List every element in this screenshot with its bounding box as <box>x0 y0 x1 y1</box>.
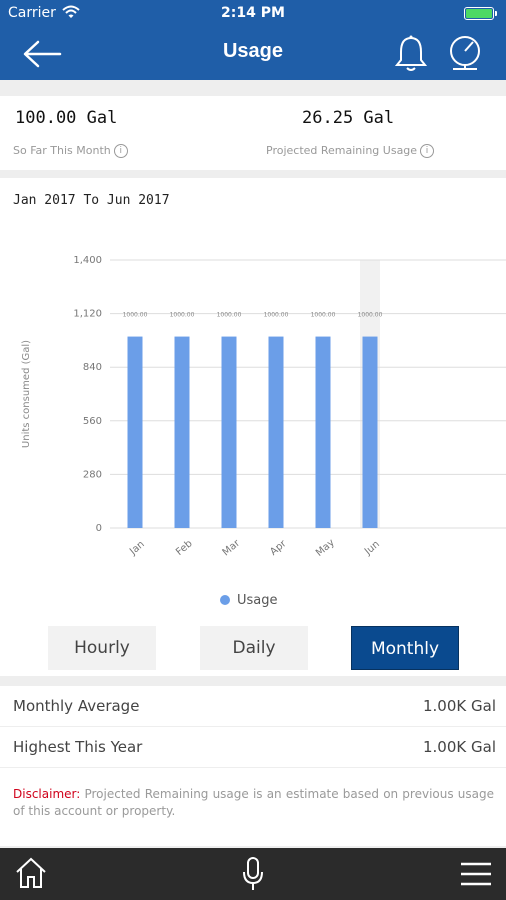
bar-apr <box>268 336 284 528</box>
x-tick-label: Feb <box>174 538 195 558</box>
disclaimer-text: Projected Remaining usage is an estimate… <box>13 787 494 818</box>
y-axis-label: Units consumed (Gal) <box>21 340 32 448</box>
y-tick-label: 1,400 <box>73 255 102 266</box>
projected-label: Projected Remaining Usage <box>266 144 418 157</box>
status-bar: Carrier 2:14 PM <box>0 0 506 28</box>
x-tick-label: Apr <box>268 538 289 558</box>
monthly-average-label: Monthly Average <box>13 697 140 715</box>
bar-feb <box>174 336 190 528</box>
usage-summary: 100.00 Gal So Far This Month i 26.25 Gal … <box>0 96 506 170</box>
menu-icon[interactable] <box>460 860 492 888</box>
info-icon[interactable]: i <box>113 144 128 158</box>
wifi-icon <box>62 5 80 18</box>
projected-label-row: Projected Remaining Usage i <box>266 144 435 158</box>
x-tick-label: Jun <box>362 539 382 558</box>
home-icon[interactable] <box>14 856 48 890</box>
monthly-tab[interactable]: Monthly <box>351 626 459 670</box>
battery-icon <box>464 7 497 20</box>
x-tick-label: Mar <box>221 537 243 558</box>
so-far-value: 100.00 Gal <box>15 108 118 128</box>
disclaimer-label: Disclaimer: <box>13 787 81 801</box>
data-label: 1000.00 <box>170 312 195 319</box>
y-tick-label: 840 <box>83 362 102 373</box>
bar-jun <box>362 336 378 528</box>
bell-icon[interactable] <box>393 34 429 74</box>
usage-chart-card: Jan 2017 To Jun 2017 0 280 560 840 1,120 1,40… <box>0 178 506 676</box>
x-tick-label: May <box>314 537 337 559</box>
carrier-label: Carrier <box>8 5 56 21</box>
legend-swatch <box>220 595 230 605</box>
bar-may <box>315 336 331 528</box>
bar-jan <box>127 336 143 528</box>
usage-bar-chart: 0 280 560 840 1,120 1,400 Units consumed (Gal)… <box>21 255 506 608</box>
legend-label: Usage <box>237 593 278 608</box>
page-title: Usage <box>222 40 284 62</box>
so-far-label: So Far This Month <box>13 144 111 157</box>
data-label: 1000.00 <box>311 312 336 319</box>
meter-icon[interactable] <box>445 34 485 74</box>
highest-this-year-label: Highest This Year <box>13 738 143 756</box>
data-label: 1000.00 <box>358 312 383 319</box>
x-tick-label: Jan <box>127 539 147 558</box>
highest-this-year-value: 1.00K Gal <box>423 738 496 756</box>
info-icon[interactable]: i <box>420 144 435 158</box>
monthly-average-row: Monthly Average 1.00K Gal <box>0 686 506 726</box>
so-far-label-row: So Far This Month i <box>13 144 128 158</box>
data-label: 1000.00 <box>264 312 289 319</box>
data-label: 1000.00 <box>123 312 148 319</box>
data-label: 1000.00 <box>217 312 242 319</box>
bottom-tab-bar <box>0 848 506 900</box>
highest-this-year-row: Highest This Year 1.00K Gal <box>0 727 506 767</box>
bar-mar <box>221 336 237 528</box>
y-tick-label: 560 <box>83 416 102 427</box>
daily-tab[interactable]: Daily <box>200 626 308 670</box>
back-arrow-icon[interactable] <box>20 36 64 72</box>
y-tick-label: 0 <box>96 523 102 534</box>
projected-value: 26.25 Gal <box>302 108 395 128</box>
date-range-label: Jan 2017 To Jun 2017 <box>13 193 170 208</box>
monthly-average-value: 1.00K Gal <box>423 697 496 715</box>
microphone-icon[interactable] <box>240 856 266 892</box>
disclaimer: Disclaimer: Projected Remaining usage is… <box>0 768 506 846</box>
hourly-tab[interactable]: Hourly <box>48 626 156 670</box>
y-tick-label: 1,120 <box>73 309 102 320</box>
y-tick-label: 280 <box>83 469 102 480</box>
app-header: Usage <box>0 28 506 80</box>
clock: 2:14 PM <box>221 5 285 21</box>
